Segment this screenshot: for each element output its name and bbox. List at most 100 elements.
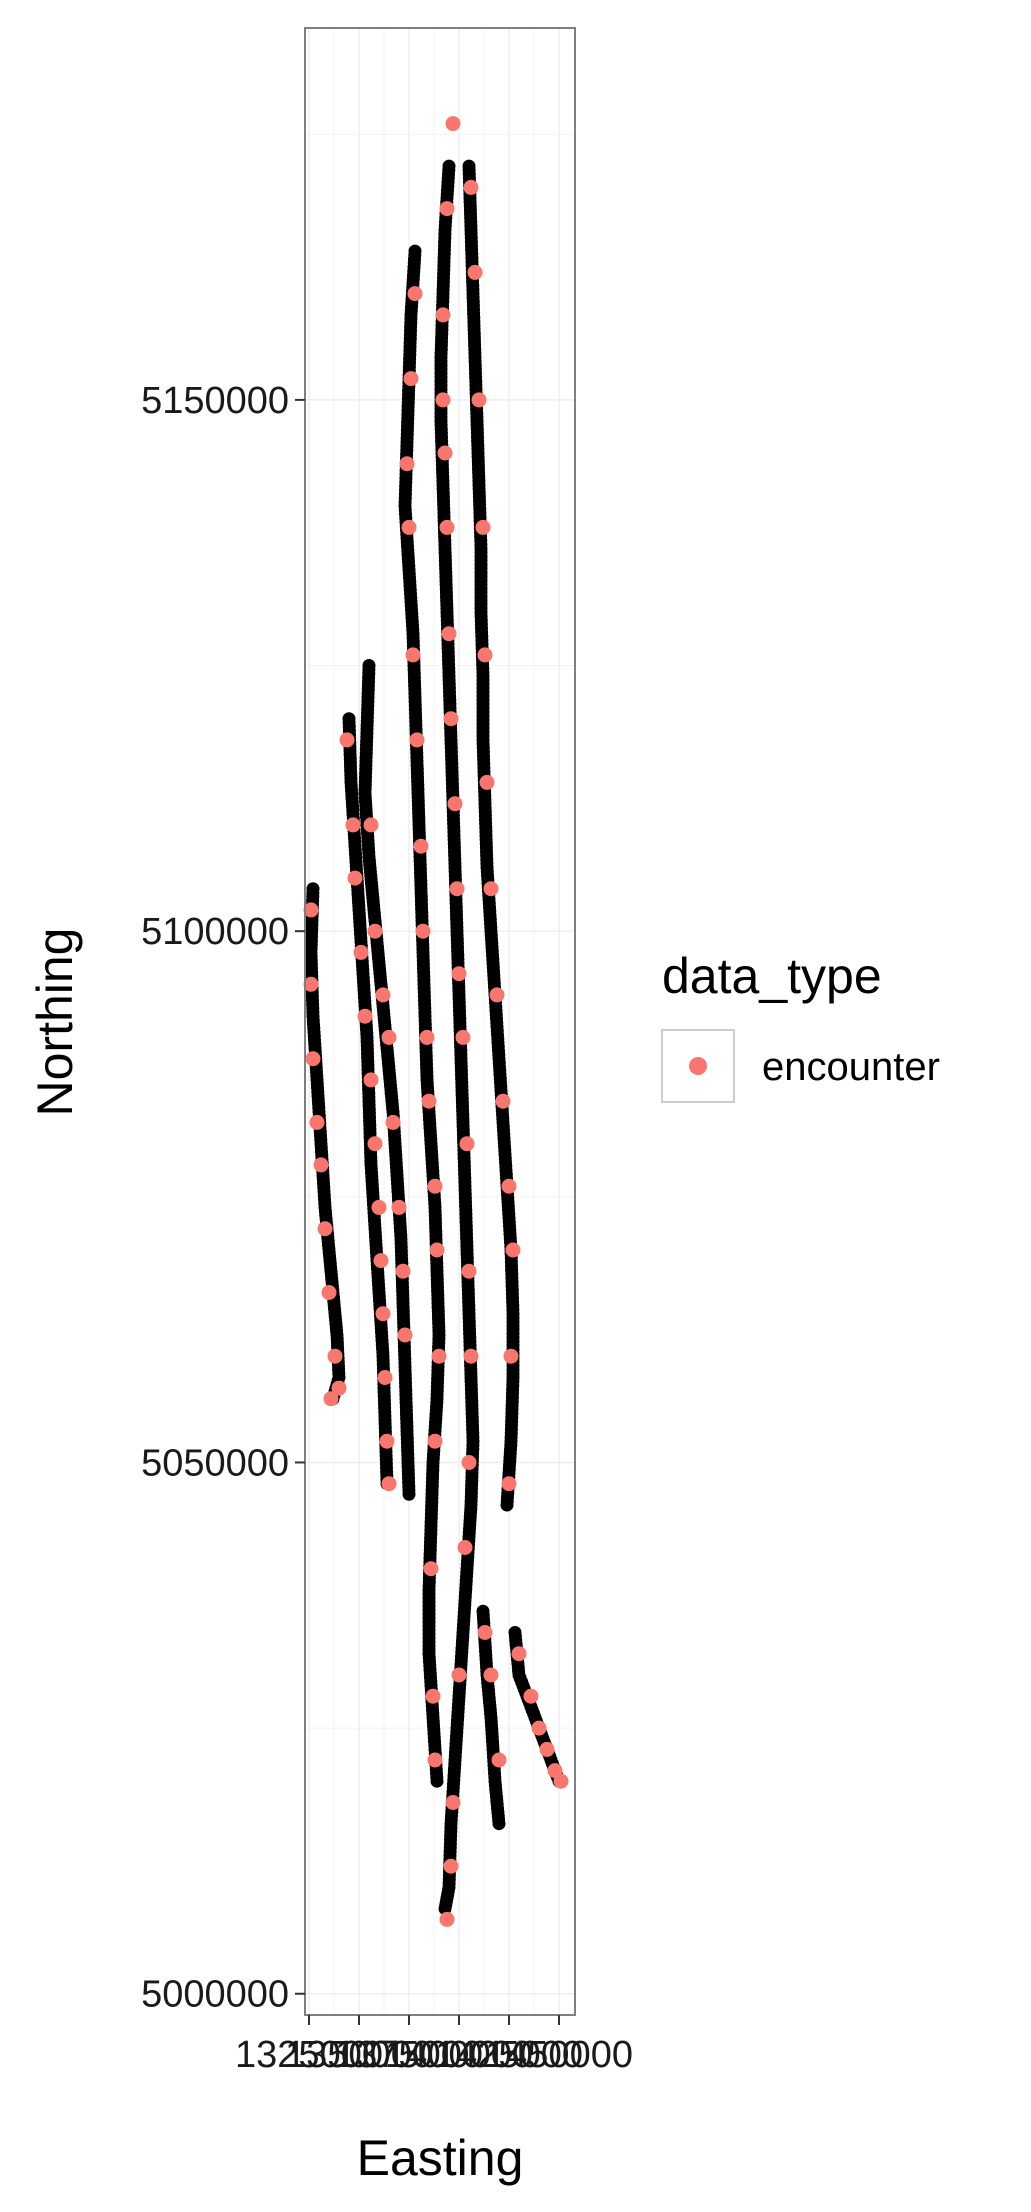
points-layer xyxy=(303,116,569,1927)
y-axis-title: Northing xyxy=(27,928,83,1117)
encounter-point xyxy=(431,1348,447,1364)
encounter-point xyxy=(303,902,319,918)
encounter-point xyxy=(331,1380,347,1396)
encounter-point xyxy=(443,1858,459,1874)
encounter-point xyxy=(553,1773,569,1789)
encounter-point xyxy=(435,392,451,408)
encounter-point xyxy=(439,519,455,535)
encounter-point xyxy=(357,1008,373,1024)
encounter-point xyxy=(489,987,505,1003)
encounter-point xyxy=(397,1327,413,1343)
encounter-point xyxy=(381,1029,397,1045)
encounter-point xyxy=(377,1370,393,1385)
x-tick-label: 1450000 xyxy=(485,2034,633,2076)
encounter-point xyxy=(445,1795,461,1810)
track-point xyxy=(492,1813,506,1827)
encounter-point xyxy=(427,1178,443,1194)
encounter-point xyxy=(375,1306,391,1322)
y-tick-label: 5000000 xyxy=(141,1974,289,2016)
legend-label-encounter: encounter xyxy=(762,1045,940,1089)
x-tick-label: 1425000 xyxy=(435,2034,583,2076)
encounter-point xyxy=(461,1455,477,1470)
encounter-point xyxy=(439,1911,455,1927)
encounter-point xyxy=(363,1072,379,1088)
encounter-point xyxy=(385,1114,401,1130)
encounter-point xyxy=(403,371,419,387)
legend-title: data_type xyxy=(662,948,882,1004)
encounter-point xyxy=(391,1199,407,1215)
encounter-point xyxy=(427,1433,443,1449)
encounter-point xyxy=(441,626,457,642)
encounter-point xyxy=(303,976,319,992)
encounter-point xyxy=(407,286,423,302)
track-point xyxy=(402,1483,416,1497)
encounter-point xyxy=(395,1263,411,1279)
encounter-point xyxy=(501,1476,517,1492)
encounter-point xyxy=(531,1720,547,1736)
encounter-point xyxy=(503,1348,519,1364)
encounter-point xyxy=(435,307,451,323)
encounter-point xyxy=(339,732,355,748)
encounter-point xyxy=(373,1253,389,1269)
y-tick-label: 5100000 xyxy=(141,911,289,953)
encounter-point xyxy=(381,1476,397,1492)
encounter-point xyxy=(317,1221,333,1237)
encounter-point xyxy=(495,1093,511,1109)
x-axis-title: Easting xyxy=(357,2130,524,2186)
encounter-point xyxy=(367,923,383,939)
encounter-point xyxy=(313,1157,329,1173)
encounter-point xyxy=(323,1391,339,1407)
axis-ticks: 5000000 5050000 5100000 5150000 132500013500… xyxy=(141,380,633,2076)
encounter-point xyxy=(505,1242,521,1258)
encounter-point xyxy=(539,1741,555,1757)
encounter-point xyxy=(321,1285,337,1300)
legend: data_type encounter xyxy=(661,948,940,1103)
encounter-point xyxy=(345,817,361,833)
encounter-point xyxy=(327,1348,343,1364)
encounter-point xyxy=(405,647,421,663)
encounter-point xyxy=(353,944,369,960)
encounter-point xyxy=(455,1029,471,1045)
y-tick-label: 5150000 xyxy=(141,380,289,422)
encounter-point xyxy=(429,1242,445,1258)
track-point xyxy=(430,1770,444,1784)
encounter-point xyxy=(479,774,495,790)
encounter-point xyxy=(443,711,459,727)
series-encounter xyxy=(303,116,569,1927)
encounter-point xyxy=(451,1667,467,1683)
track-point xyxy=(500,1494,514,1508)
encounter-point xyxy=(463,1348,479,1364)
encounter-point xyxy=(471,392,487,408)
encounter-point xyxy=(451,966,467,982)
encounter-point xyxy=(437,445,453,461)
encounter-point xyxy=(467,264,483,280)
encounter-point xyxy=(483,1667,499,1683)
encounter-point xyxy=(375,987,391,1003)
panel-border xyxy=(304,27,576,2016)
x-tick-label: 1325000 xyxy=(235,2034,383,2076)
encounter-point xyxy=(457,1540,473,1555)
encounter-point xyxy=(523,1688,539,1704)
encounter-point xyxy=(463,179,479,195)
encounter-point xyxy=(371,1199,387,1215)
track-point xyxy=(439,1898,453,1912)
encounter-point xyxy=(425,1688,441,1704)
encounter-point xyxy=(511,1646,527,1662)
legend-key-encounter xyxy=(689,1057,707,1075)
y-tick-label: 5050000 xyxy=(141,1442,289,1484)
encounter-point xyxy=(399,456,415,472)
encounter-point xyxy=(445,116,461,132)
x-tick-label: 1350000 xyxy=(285,2034,433,2076)
encounter-point xyxy=(421,1093,437,1109)
encounter-point xyxy=(475,519,491,535)
encounter-point xyxy=(483,881,499,897)
x-tick-label: 1400000 xyxy=(385,2034,533,2076)
encounter-point xyxy=(423,1561,439,1577)
encounter-point xyxy=(347,870,363,886)
encounter-point xyxy=(447,796,463,812)
encounter-point xyxy=(491,1752,507,1768)
encounter-point xyxy=(459,1136,475,1152)
encounter-point xyxy=(305,1051,321,1067)
encounter-point xyxy=(419,1029,435,1045)
